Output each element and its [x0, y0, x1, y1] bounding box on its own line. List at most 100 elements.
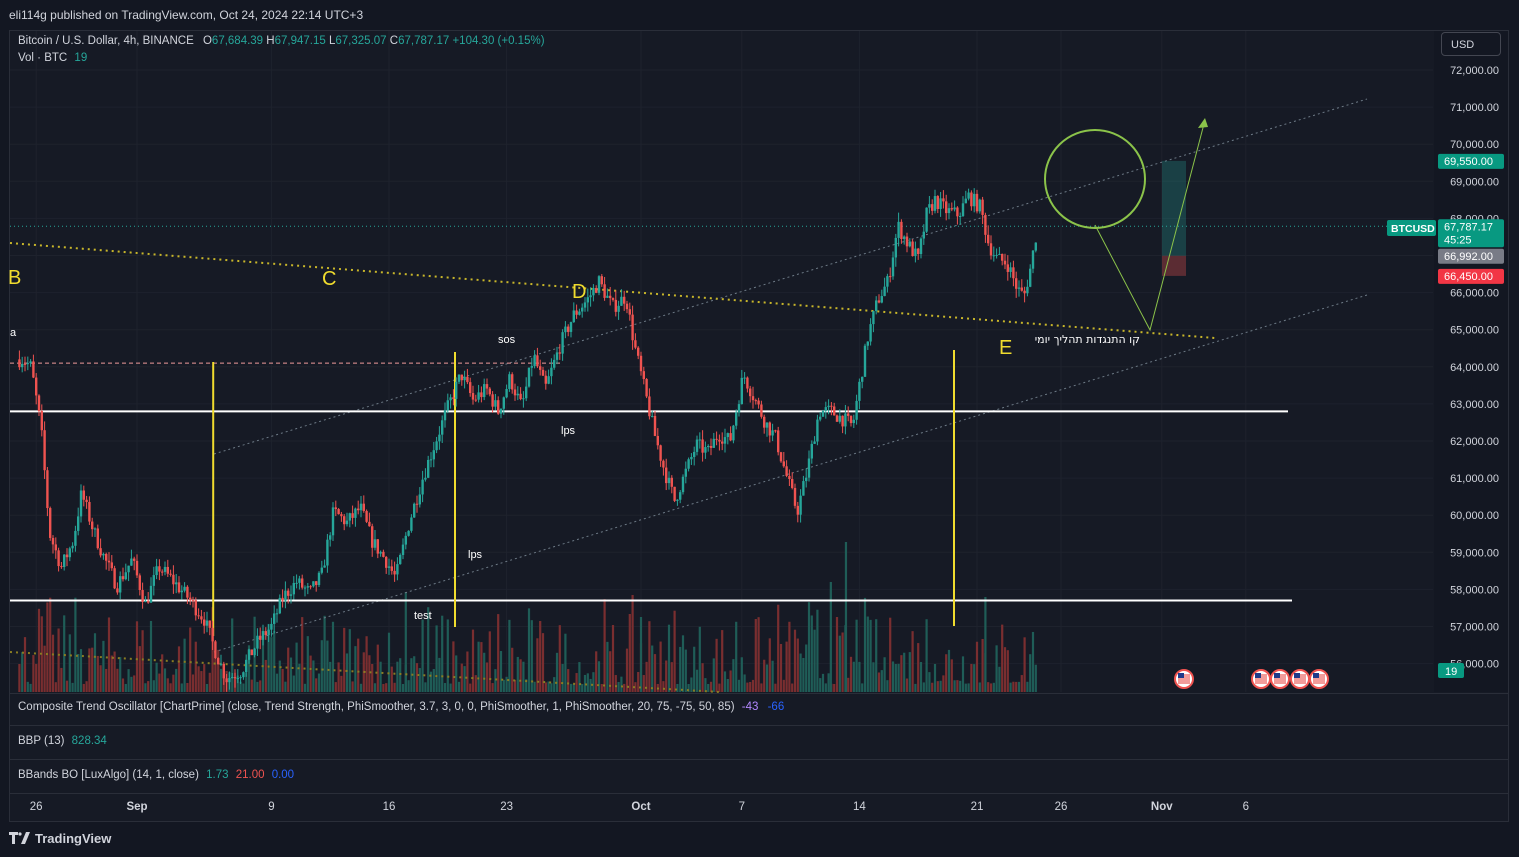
pane-separator[interactable]: [10, 725, 1508, 726]
candle-body: [791, 479, 794, 488]
volume-bar: [399, 658, 402, 692]
symbol-name[interactable]: Bitcoin / U.S. Dollar, 4h, BINANCE: [18, 35, 194, 47]
indicator-bbands-bo[interactable]: BBands BO [LuxAlgo] (14, 1, close) 1.73 …: [18, 769, 294, 781]
candle-body: [113, 568, 116, 589]
time-axis-label: 7: [738, 801, 745, 813]
candle-body: [519, 393, 522, 400]
candle-body: [617, 305, 620, 312]
candle-body: [485, 384, 489, 389]
candle-body: [96, 528, 99, 549]
volume-bar: [298, 663, 301, 692]
price-axis[interactable]: 72,000.0071,000.0070,000.0069,000.0068,0…: [1434, 31, 1508, 692]
volume-bar: [267, 623, 270, 692]
candle-body: [110, 562, 113, 569]
volume-bar: [768, 638, 771, 692]
volume-bar: [861, 683, 864, 692]
volume-bar: [194, 641, 197, 692]
volume-bar: [138, 646, 141, 692]
price-axis-label: 70,000.00: [1450, 139, 1499, 151]
volume-bar: [329, 661, 332, 692]
candle-body: [589, 295, 592, 298]
pane-separator[interactable]: [10, 693, 1508, 694]
volume-bar: [259, 680, 262, 692]
us-flag-event-icon[interactable]: [1309, 669, 1329, 689]
candle-body: [219, 663, 223, 665]
us-flag-event-icon[interactable]: [1290, 669, 1310, 689]
candle-body: [746, 377, 749, 389]
volume-bar: [161, 654, 164, 692]
us-flag-event-icon[interactable]: [1251, 669, 1271, 689]
volume-bar: [141, 630, 144, 692]
volume-bar: [970, 663, 973, 692]
volume-bar: [936, 681, 939, 692]
volume-bar: [208, 672, 211, 692]
candle-body: [1003, 260, 1007, 265]
volume-bar: [984, 597, 987, 692]
candle-body: [1034, 242, 1037, 251]
us-flag-event-icon[interactable]: [1270, 669, 1290, 689]
candle-body: [572, 310, 575, 323]
candle-body: [175, 582, 178, 585]
candle-body: [292, 582, 295, 595]
volume-bar: [561, 663, 564, 692]
current-price-tag: 67,787.17: [1444, 221, 1493, 233]
volume-bar: [956, 680, 959, 692]
indicator-composite-trend[interactable]: Composite Trend Oscillator [ChartPrime] …: [18, 701, 784, 713]
candle-body: [947, 208, 951, 214]
volume-bar: [889, 617, 892, 692]
pane-separator[interactable]: [10, 759, 1508, 760]
candle-body: [259, 635, 262, 640]
volume-bar: [385, 683, 388, 692]
price-axis-label: 57,000.00: [1450, 622, 1499, 634]
us-flag-event-icon[interactable]: [1174, 669, 1194, 689]
candle-body: [830, 405, 833, 407]
volume-bar: [555, 652, 559, 692]
volume-bar: [743, 674, 746, 692]
volume-bar: [849, 656, 853, 692]
candle-body: [827, 405, 830, 408]
volume-bar: [760, 683, 763, 692]
candle-body: [953, 207, 956, 210]
volume-bar: [480, 642, 483, 692]
volume-bar: [270, 637, 273, 692]
volume-bar: [735, 621, 738, 692]
volume-bar: [651, 645, 654, 692]
candle-body: [931, 204, 934, 211]
candle-body: [541, 369, 545, 376]
volume-bar: [894, 663, 897, 692]
volume-bar: [564, 633, 567, 692]
candle-body: [824, 407, 827, 411]
candle-body: [270, 623, 273, 630]
indicator-bbp[interactable]: BBP (13) 828.34: [18, 735, 107, 747]
volume-bar: [172, 674, 175, 692]
daily-resistance-note: קו התנגדות תהליך יומי: [1035, 333, 1140, 346]
volume-bar: [665, 660, 668, 692]
candle-body: [849, 415, 853, 424]
candle-body: [231, 677, 234, 679]
candle-body: [429, 459, 433, 461]
candle-body: [569, 322, 573, 332]
candle-body: [522, 398, 525, 400]
candle-body: [866, 341, 869, 346]
candle-body: [172, 574, 175, 585]
candle-body: [597, 276, 601, 293]
candle-body: [29, 361, 32, 364]
volume-bar: [273, 630, 276, 692]
wave-label-e: E: [999, 337, 1012, 359]
volume-bar: [967, 683, 970, 692]
currency-button[interactable]: USD: [1441, 32, 1501, 56]
volume-bar: [782, 679, 785, 692]
volume-bar: [343, 627, 346, 692]
volume-bar: [149, 620, 153, 692]
volume-bar: [575, 673, 578, 692]
volume-value: 19: [74, 52, 88, 64]
candle-body: [763, 416, 766, 428]
time-axis-separator: [10, 793, 1508, 794]
candle-body: [530, 366, 533, 368]
candle-body: [127, 565, 130, 573]
volume-bar: [757, 617, 760, 692]
volume-bar: [494, 669, 497, 692]
volume-bar: [634, 682, 637, 692]
candle-body: [583, 302, 587, 308]
